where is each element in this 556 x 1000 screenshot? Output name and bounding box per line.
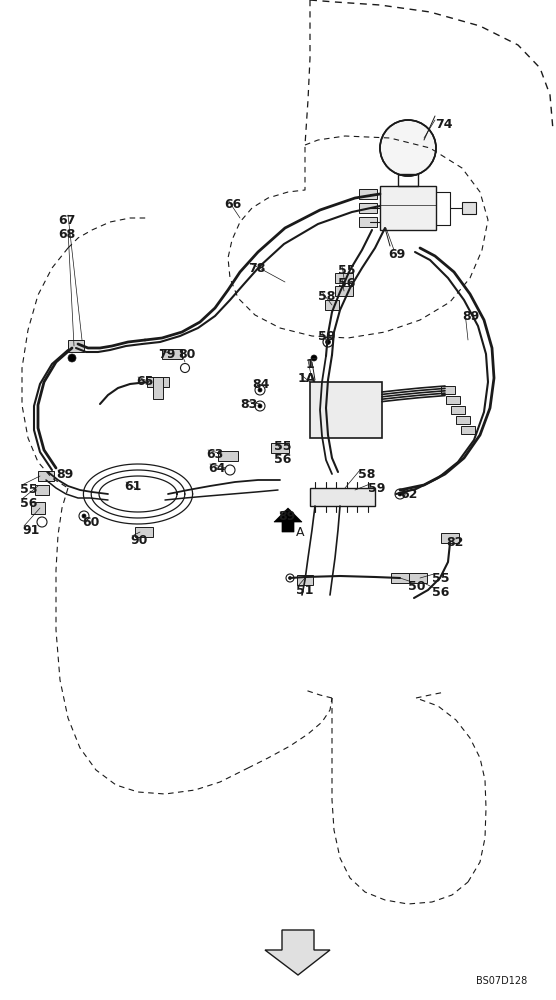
Text: 58: 58 <box>358 468 375 481</box>
Circle shape <box>258 388 262 392</box>
Bar <box>462 202 476 214</box>
Text: 89: 89 <box>462 310 479 323</box>
Circle shape <box>398 492 402 496</box>
Text: 56: 56 <box>274 453 291 466</box>
Bar <box>135 527 153 537</box>
Bar <box>38 471 54 481</box>
Text: 78: 78 <box>248 262 265 275</box>
Text: 84: 84 <box>252 378 269 391</box>
Text: 56: 56 <box>432 586 449 599</box>
Text: 58: 58 <box>318 290 335 303</box>
Circle shape <box>289 576 291 580</box>
Bar <box>380 186 436 230</box>
Text: BS07D128: BS07D128 <box>476 976 527 986</box>
Bar <box>35 485 49 495</box>
Circle shape <box>82 514 86 518</box>
Text: 55: 55 <box>20 483 37 496</box>
Text: 60: 60 <box>82 516 100 529</box>
Text: 55: 55 <box>338 264 355 277</box>
Bar <box>218 451 238 461</box>
Bar <box>441 533 459 543</box>
Text: 83: 83 <box>240 398 257 411</box>
Bar <box>147 377 169 387</box>
Text: 67: 67 <box>58 214 76 227</box>
Text: 68: 68 <box>58 228 75 241</box>
Bar <box>153 377 163 399</box>
Bar <box>391 573 409 583</box>
Text: 55: 55 <box>274 440 291 453</box>
Polygon shape <box>274 508 302 532</box>
Bar <box>441 386 455 394</box>
Circle shape <box>325 340 330 344</box>
Text: 59: 59 <box>368 482 385 495</box>
Text: 1A: 1A <box>298 372 316 385</box>
Bar <box>162 349 182 359</box>
Bar <box>359 203 377 213</box>
Bar <box>409 573 427 583</box>
Circle shape <box>380 120 436 176</box>
Text: 79: 79 <box>158 348 175 361</box>
Text: 74: 74 <box>435 118 453 131</box>
Text: 64: 64 <box>208 462 225 475</box>
Text: 66: 66 <box>224 198 241 211</box>
Text: A: A <box>296 526 305 539</box>
Bar <box>297 575 313 585</box>
Circle shape <box>311 355 317 361</box>
Text: 89: 89 <box>56 468 73 481</box>
Bar <box>446 396 460 404</box>
Text: 80: 80 <box>178 348 195 361</box>
Text: 55: 55 <box>432 572 449 585</box>
Circle shape <box>68 354 76 362</box>
Text: 59: 59 <box>318 330 335 343</box>
Bar <box>451 406 465 414</box>
Bar <box>359 189 377 199</box>
Text: 65: 65 <box>136 375 153 388</box>
Text: 61: 61 <box>124 480 141 493</box>
Bar <box>456 416 470 424</box>
Text: 56: 56 <box>20 497 37 510</box>
Text: 50: 50 <box>408 580 425 593</box>
Text: 69: 69 <box>388 248 405 261</box>
Circle shape <box>258 404 262 408</box>
Text: 89: 89 <box>278 510 295 523</box>
Bar <box>68 340 84 352</box>
Bar <box>335 273 353 283</box>
Bar <box>310 382 382 438</box>
Bar <box>310 488 375 506</box>
Bar <box>335 286 353 296</box>
Polygon shape <box>265 930 330 975</box>
Text: 63: 63 <box>206 448 224 461</box>
Text: 62: 62 <box>400 488 418 501</box>
Bar <box>461 426 475 434</box>
Text: 82: 82 <box>446 536 463 549</box>
Text: 90: 90 <box>130 534 147 547</box>
Bar <box>31 502 45 514</box>
Text: 91: 91 <box>22 524 39 537</box>
Bar <box>325 300 339 310</box>
Bar <box>359 217 377 227</box>
Text: 51: 51 <box>296 584 314 597</box>
Bar <box>271 443 289 453</box>
Text: 56: 56 <box>338 277 355 290</box>
Text: 1: 1 <box>306 358 315 371</box>
